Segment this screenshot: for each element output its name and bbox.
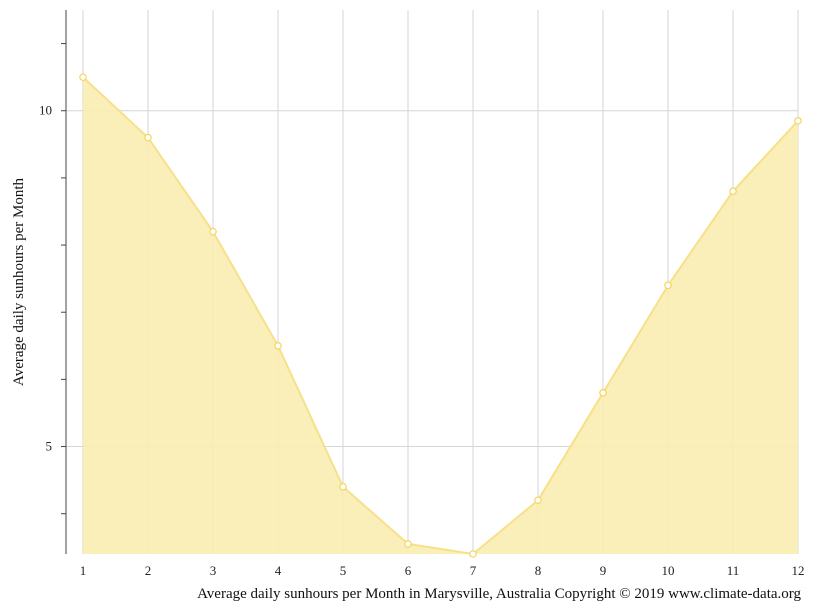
x-tick-label: 7 — [470, 563, 477, 578]
y-tick-label: 5 — [46, 439, 53, 454]
x-tick-label: 2 — [145, 563, 152, 578]
data-point — [404, 540, 412, 548]
data-point — [599, 389, 607, 397]
data-points — [79, 73, 802, 558]
y-axis-title: Average daily sunhours per Month — [11, 178, 27, 387]
x-tick-label: 11 — [727, 563, 740, 578]
x-tick-label: 8 — [535, 563, 542, 578]
data-point — [534, 496, 542, 505]
x-tick-label: 9 — [600, 563, 607, 578]
x-tick-label: 10 — [662, 563, 675, 578]
x-tick-label: 5 — [340, 563, 347, 578]
series-line — [82, 76, 799, 556]
axes — [61, 10, 67, 554]
x-tick-labels: 1 2 3 4 5 6 7 8 9 10 11 12 — [80, 563, 805, 578]
data-point — [274, 342, 282, 350]
y-tick-labels: 5 10 — [39, 103, 52, 454]
data-point — [729, 187, 737, 196]
data-point — [469, 550, 477, 558]
data-point — [339, 483, 347, 491]
x-tick-label: 6 — [405, 563, 412, 578]
chart-caption: Average daily sunhours per Month in Mary… — [197, 586, 801, 602]
x-tick-label: 12 — [792, 563, 805, 578]
data-point — [144, 133, 152, 142]
x-tick-label: 1 — [80, 563, 87, 578]
data-point — [794, 117, 802, 125]
data-point — [79, 73, 87, 81]
area-fill — [83, 77, 798, 554]
x-tick-label: 4 — [275, 563, 282, 578]
x-tick-label: 3 — [210, 563, 217, 578]
y-tick-label: 10 — [39, 103, 52, 118]
data-point — [664, 281, 672, 290]
data-point — [209, 227, 217, 236]
